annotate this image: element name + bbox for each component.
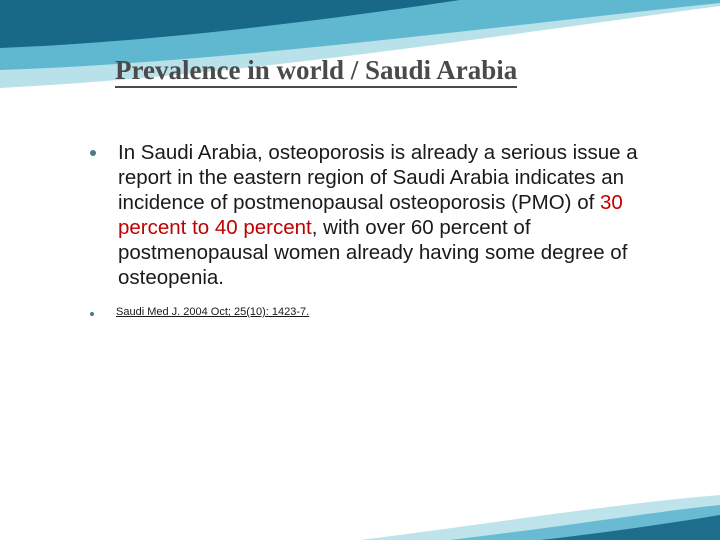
bullet-icon (90, 150, 96, 156)
citation-journal: Saudi Med J. (116, 306, 180, 318)
bullet-item-main: In Saudi Arabia, osteoporosis is already… (90, 140, 645, 290)
swoosh-bottom-path-3 (540, 515, 720, 540)
swoosh-path-3 (0, 0, 460, 48)
bullet-icon (90, 312, 94, 316)
citation-text: Saudi Med J. 2004 Oct; 25(10): 1423-7. (116, 306, 309, 318)
swoosh-bottom-path-1 (360, 495, 720, 540)
content-area: In Saudi Arabia, osteoporosis is already… (90, 140, 645, 334)
body-paragraph: In Saudi Arabia, osteoporosis is already… (118, 140, 645, 290)
bullet-item-citation: Saudi Med J. 2004 Oct; 25(10): 1423-7. (90, 306, 645, 318)
slide-title: Prevalence in world / Saudi Arabia (115, 55, 517, 88)
citation-tail: 2004 Oct; 25(10): 1423-7. (180, 306, 309, 318)
swoosh-bottom-path-2 (450, 505, 720, 540)
body-pre: In Saudi Arabia, osteoporosis is already… (118, 141, 638, 214)
decorative-swoosh-bottom (0, 485, 720, 540)
